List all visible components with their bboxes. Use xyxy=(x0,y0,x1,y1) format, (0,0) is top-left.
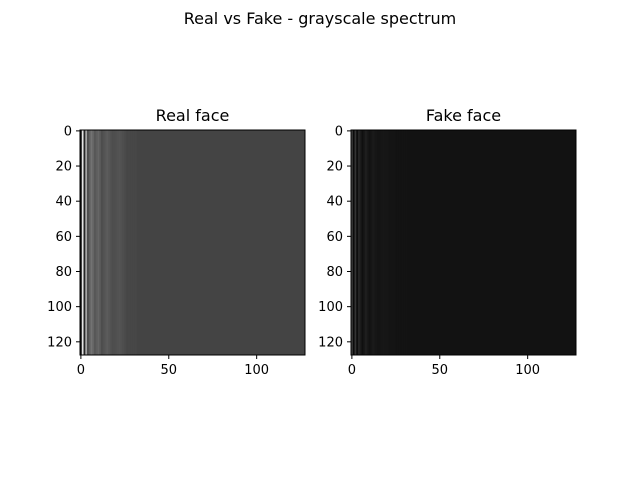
figure-title: Real vs Fake - grayscale spectrum xyxy=(184,9,457,28)
real-face-panel: Real face 0 50 100 0 20 40 60 80 100 120 xyxy=(47,106,306,378)
real-spectrum-column xyxy=(87,130,90,355)
fake-spectrum-column xyxy=(387,130,390,355)
fake-spectrum-column xyxy=(396,130,399,355)
real-y-tick-label: 20 xyxy=(55,160,72,175)
fake-spectrum-column xyxy=(377,130,380,355)
real-spectrum-column xyxy=(134,130,137,355)
fake-spectrum-column xyxy=(384,130,387,355)
fake-spectrum-column xyxy=(370,130,373,355)
fake-spectrum-column xyxy=(368,130,371,355)
real-spectrum-column xyxy=(83,130,86,355)
fake-spectrum-column xyxy=(358,130,361,355)
fake-y-tick-label: 80 xyxy=(326,265,343,280)
real-x-tick-label: 100 xyxy=(244,363,269,378)
real-spectrum-column xyxy=(90,130,93,355)
fake-y-tick-label: 100 xyxy=(318,300,343,315)
real-spectrum-column xyxy=(95,130,98,355)
fake-spectrum-column xyxy=(391,130,394,355)
real-spectrum-column xyxy=(99,130,102,355)
fake-axes-frame xyxy=(350,129,577,356)
fake-spectrum-column xyxy=(365,130,368,355)
real-spectrum-column xyxy=(102,130,105,355)
fake-y-tick-label: 40 xyxy=(326,195,343,210)
fake-spectrum-column xyxy=(405,130,408,355)
real-y-tick-label: 60 xyxy=(55,230,72,245)
fake-spectrum-column xyxy=(363,130,366,355)
real-x-tick-label: 0 xyxy=(77,363,85,378)
fake-x-tick-label: 100 xyxy=(515,363,540,378)
fake-spectrum-column xyxy=(361,130,364,355)
real-spectrum-column xyxy=(120,130,123,355)
real-spectrum-column xyxy=(92,130,95,355)
real-spectrum-column xyxy=(127,130,130,355)
fake-y-tick-label: 20 xyxy=(326,160,343,175)
real-face-title: Real face xyxy=(156,106,230,125)
fake-spectrum-column xyxy=(379,130,382,355)
real-y-tick-label: 100 xyxy=(47,300,72,315)
real-axes-frame xyxy=(79,129,306,356)
fake-spectrum-column xyxy=(403,130,406,355)
real-spectrum-column xyxy=(88,130,91,355)
fake-x-tick-label: 50 xyxy=(431,363,448,378)
fake-spectrum-column xyxy=(394,130,398,355)
real-spectrum-column xyxy=(80,130,83,355)
fake-y-tick-label: 120 xyxy=(318,335,343,350)
real-spectrum-column xyxy=(85,130,88,355)
real-spectrum-column xyxy=(109,130,112,355)
fake-spectrum-column xyxy=(366,130,369,355)
fake-spectrum-column xyxy=(382,130,385,355)
fake-spectrum-column xyxy=(356,130,359,355)
fake-spectrum-column xyxy=(398,130,401,355)
real-spectrum-column xyxy=(116,130,119,355)
real-spectrum-column xyxy=(104,130,107,355)
real-y-tick-label: 0 xyxy=(64,124,72,139)
real-spectrum-column xyxy=(125,130,128,355)
real-spectrum-column xyxy=(108,130,111,355)
real-spectrum-column xyxy=(106,130,109,355)
real-y-tick-label: 120 xyxy=(47,335,72,350)
fake-spectrum-column xyxy=(389,130,392,355)
fake-face-title: Fake face xyxy=(426,106,501,125)
real-spectrum-column xyxy=(111,130,114,355)
fake-spectrum-column xyxy=(393,130,396,355)
real-spectrum-column xyxy=(123,130,127,355)
fake-spectrum-column xyxy=(400,130,403,355)
real-spectrum-column xyxy=(130,130,134,355)
fake-x-tick-label: 0 xyxy=(348,363,356,378)
real-y-tick-label: 80 xyxy=(55,265,72,280)
fake-spectrum-column xyxy=(401,130,405,355)
real-y-tick-label: 40 xyxy=(55,195,72,210)
real-spectrum-column xyxy=(115,130,118,355)
real-spectrum-column xyxy=(129,130,132,355)
fake-spectrum-column xyxy=(386,130,389,355)
real-spectrum-column xyxy=(97,130,100,355)
fake-face-panel: Fake face 0 50 100 0 20 40 60 80 100 120 xyxy=(318,106,577,378)
fake-spectrum-column xyxy=(352,130,355,355)
fake-y-tick-label: 60 xyxy=(326,230,343,245)
fake-y-tick-label: 0 xyxy=(335,124,343,139)
fake-spectrum-column xyxy=(354,130,357,355)
fake-spectrum-column xyxy=(380,130,383,355)
real-spectrum-column xyxy=(101,130,104,355)
real-x-tick-label: 50 xyxy=(160,363,177,378)
fake-spectrum-column xyxy=(351,130,354,355)
real-spectrum-column xyxy=(81,130,84,355)
fake-spectrum-column xyxy=(373,130,376,355)
real-spectrum-column xyxy=(122,130,125,355)
real-spectrum-column xyxy=(94,130,97,355)
fake-spectrum-column xyxy=(375,130,378,355)
real-spectrum-column xyxy=(118,130,121,355)
fake-spectrum-column xyxy=(359,130,362,355)
real-spectrum-column xyxy=(132,130,135,355)
fake-spectrum-column xyxy=(372,130,375,355)
real-spectrum-column xyxy=(113,130,116,355)
